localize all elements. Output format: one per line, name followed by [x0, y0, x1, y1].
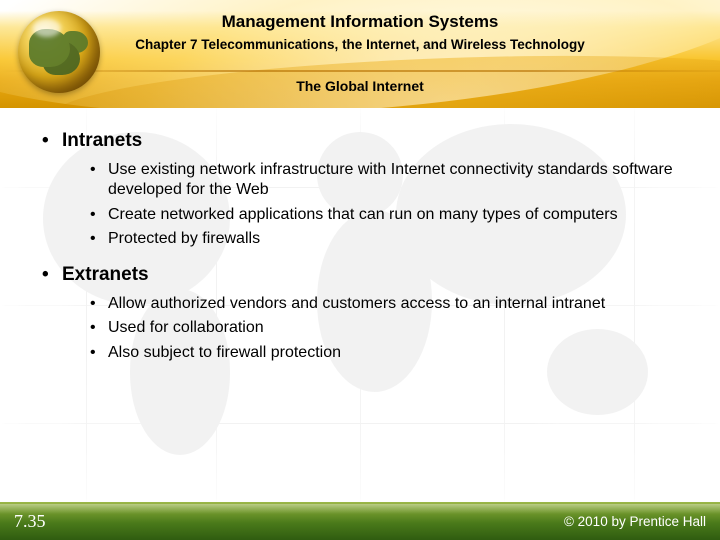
bullet-list-level2: Allow authorized vendors and customers a… — [90, 294, 682, 363]
page-number: 7.35 — [14, 511, 46, 532]
bullet-list-level1: Intranets Use existing network infrastru… — [38, 130, 682, 363]
copyright-text: © 2010 by Prentice Hall — [564, 514, 706, 529]
slide-body: Intranets Use existing network infrastru… — [0, 108, 720, 502]
heading-text: Extranets — [62, 264, 149, 285]
chapter-title: Chapter 7 Telecommunications, the Intern… — [0, 37, 720, 52]
bullet-list-level2: Use existing network infrastructure with… — [90, 160, 682, 250]
list-item: Also subject to firewall protection — [90, 343, 682, 363]
header-swoosh-decor — [0, 70, 720, 72]
course-title: Management Information Systems — [0, 12, 720, 32]
content-area: Intranets Use existing network infrastru… — [0, 108, 720, 363]
slide-header: Management Information Systems Chapter 7… — [0, 0, 720, 108]
list-item: Allow authorized vendors and customers a… — [90, 294, 682, 314]
list-item: Create networked applications that can r… — [90, 205, 682, 225]
list-item: Use existing network infrastructure with… — [90, 160, 682, 201]
section-title: The Global Internet — [0, 78, 720, 94]
footer-shine-decor — [0, 504, 720, 514]
list-item: Used for collaboration — [90, 318, 682, 338]
list-item: Protected by firewalls — [90, 229, 682, 249]
slide: Management Information Systems Chapter 7… — [0, 0, 720, 540]
list-item: Extranets Allow authorized vendors and c… — [38, 264, 682, 363]
list-item: Intranets Use existing network infrastru… — [38, 130, 682, 250]
slide-footer: 7.35 © 2010 by Prentice Hall — [0, 502, 720, 540]
heading-text: Intranets — [62, 130, 142, 151]
